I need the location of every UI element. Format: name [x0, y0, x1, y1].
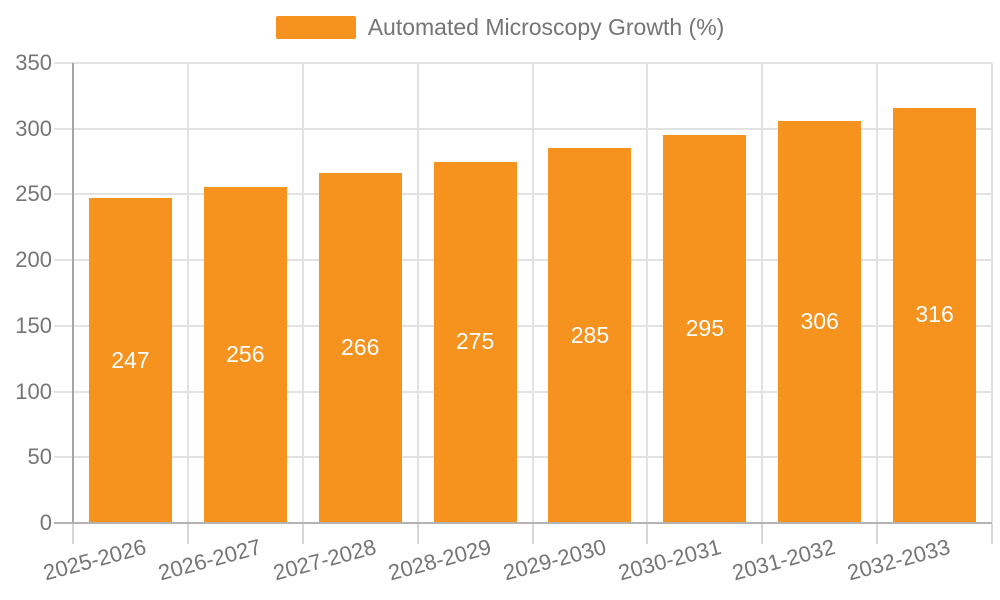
bar: 316	[893, 107, 977, 522]
x-axis-tick-label: 2028-2029	[385, 534, 494, 586]
y-gridline	[54, 324, 992, 327]
bar: 285	[548, 148, 632, 522]
x-axis-baseline	[54, 522, 992, 524]
x-gridline	[531, 63, 534, 523]
x-gridline	[991, 63, 993, 523]
bar-value-label: 256	[226, 340, 265, 367]
x-axis-tick	[646, 524, 649, 544]
y-gridline	[54, 193, 992, 196]
x-axis-tick	[761, 524, 764, 544]
y-axis-tick-label: 100	[15, 378, 52, 404]
bar: 256	[203, 186, 287, 522]
x-gridline	[761, 63, 764, 523]
bar: 247	[88, 198, 172, 522]
bar: 306	[778, 120, 862, 522]
legend: Automated Microscopy Growth (%)	[0, 14, 1000, 41]
bar-value-label: 275	[455, 328, 495, 355]
bar-value-label: 306	[800, 307, 839, 334]
y-axis-tick-label: 50	[27, 444, 52, 470]
x-axis-tick	[531, 524, 534, 544]
bar: 266	[318, 173, 402, 522]
x-axis-tick-label: 2031-2032	[730, 534, 839, 586]
x-gridline	[876, 63, 879, 523]
legend-label: Automated Microscopy Growth (%)	[367, 14, 725, 40]
y-axis-tick-label: 350	[15, 50, 52, 75]
x-axis-tick-label: 2030-2031	[615, 534, 724, 586]
legend-swatch-icon	[275, 16, 356, 39]
x-axis-tick-label: 2027-2028	[270, 534, 379, 586]
y-axis-tick-label: 200	[15, 247, 52, 273]
x-axis-tick-label: 2026-2027	[155, 534, 264, 586]
x-axis-tick-label: 2032-2033	[844, 534, 954, 586]
bar-value-label: 316	[915, 301, 954, 328]
x-axis-tick	[301, 524, 304, 544]
x-axis-tick	[416, 524, 419, 544]
y-gridline	[54, 259, 992, 262]
x-gridline	[186, 63, 189, 523]
x-axis-tick-label: 2029-2030	[500, 534, 609, 586]
bar-value-label: 247	[111, 346, 150, 373]
y-axis-tick-label: 300	[15, 115, 52, 141]
y-gridline	[54, 62, 992, 64]
bar: 295	[663, 135, 747, 522]
y-axis-line	[72, 63, 74, 523]
x-axis-tick-label: 2025-2026	[40, 534, 149, 586]
y-axis-tick-label: 250	[15, 181, 52, 207]
bar: 275	[433, 161, 517, 522]
x-axis-tick	[991, 524, 993, 544]
legend-item[interactable]: Automated Microscopy Growth (%)	[275, 14, 725, 41]
x-gridline	[416, 63, 419, 523]
y-gridline	[54, 390, 992, 393]
bar-value-label: 285	[570, 321, 610, 348]
y-axis-tick-label: 0	[39, 510, 52, 535]
x-gridline	[646, 63, 649, 523]
y-gridline	[54, 127, 992, 130]
bar-value-label: 295	[685, 315, 724, 342]
y-gridline	[54, 456, 992, 459]
x-axis-tick	[72, 524, 74, 544]
x-axis-tick	[876, 524, 879, 544]
bar-value-label: 266	[341, 334, 380, 361]
y-axis-tick-label: 150	[15, 312, 52, 338]
x-gridline	[301, 63, 304, 523]
x-axis-tick	[186, 524, 189, 544]
